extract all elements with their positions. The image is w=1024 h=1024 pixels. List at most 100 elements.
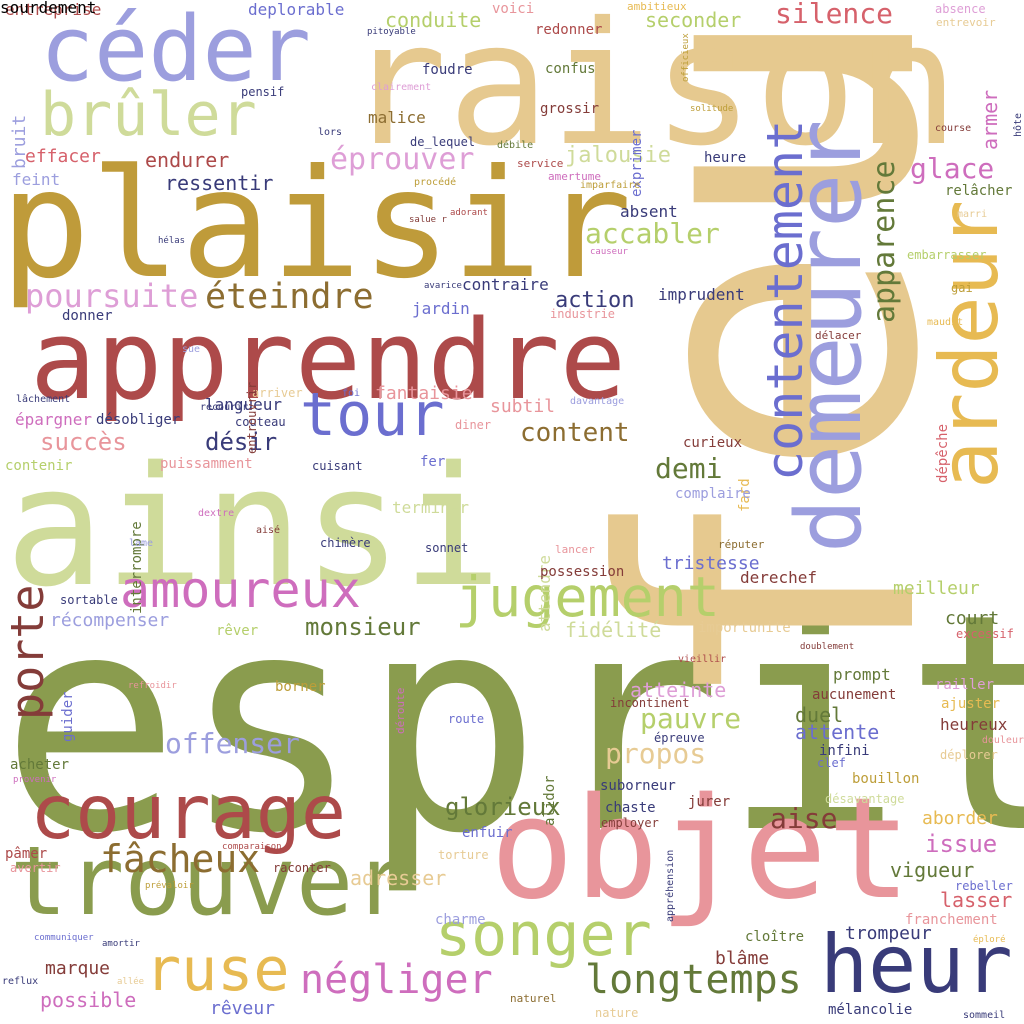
word-fidelite: fidélité bbox=[565, 618, 662, 642]
word-relacher: relâcher bbox=[945, 183, 1013, 199]
word-melancolie: mélancolie bbox=[828, 1002, 913, 1018]
word-poursuite: poursuite bbox=[25, 277, 199, 315]
word-marque: marque bbox=[45, 958, 111, 979]
word-adresser: adresser bbox=[350, 866, 447, 890]
word-entrevoir: entrevoir bbox=[936, 16, 996, 29]
word-clairement: clairement bbox=[371, 82, 432, 93]
word-cuisant: cuisant bbox=[312, 459, 363, 473]
word-charme: charme bbox=[435, 912, 486, 928]
word-content: content bbox=[520, 418, 630, 448]
word-trompeur: trompeur bbox=[845, 923, 932, 944]
word-sonnet: sonnet bbox=[425, 541, 469, 555]
word-embarrasser: embarrasser bbox=[907, 248, 987, 262]
word-lachement: lâchement bbox=[16, 394, 71, 405]
word-lors: lors bbox=[318, 127, 343, 138]
word-vieillir: vieillir bbox=[678, 654, 727, 665]
word-pensif: pensif bbox=[241, 85, 285, 99]
word-eteindre: éteindre bbox=[205, 277, 374, 317]
word-route: route bbox=[448, 712, 485, 726]
word-sue: sue bbox=[182, 344, 201, 355]
word-lasser: lasser bbox=[940, 888, 1013, 912]
word-meilleur: meilleur bbox=[893, 578, 980, 599]
word-cloitre: cloître bbox=[745, 929, 805, 945]
word-bouillon: bouillon bbox=[852, 771, 920, 787]
word-importunite: importunité bbox=[698, 620, 791, 636]
word-delacer: délacer bbox=[815, 329, 862, 342]
word-trouver: trouver bbox=[10, 827, 411, 937]
word-endurer: endurer bbox=[145, 148, 230, 172]
word-contentement: contentement bbox=[756, 120, 814, 482]
word-procede: procédé bbox=[414, 177, 457, 188]
word-saluer: salue r bbox=[409, 215, 447, 225]
word-confus: confus bbox=[545, 61, 596, 77]
word-succes: succès bbox=[40, 428, 127, 456]
word-demi: demi bbox=[655, 452, 723, 485]
word-clef: clef bbox=[817, 756, 846, 770]
word-alidor: alidor bbox=[542, 775, 558, 826]
word-allee: allée bbox=[117, 977, 145, 987]
word-tristesse: tristesse bbox=[662, 553, 760, 574]
word-heur: heur bbox=[820, 918, 1013, 1011]
word-monsieur: monsieur bbox=[305, 613, 421, 641]
word-foi: foi bbox=[342, 388, 361, 399]
word-franchement: franchement bbox=[905, 912, 998, 928]
word-ambitieux: ambitieux bbox=[627, 0, 687, 13]
word-de-lequel: de_lequel bbox=[410, 135, 476, 149]
word-ressentir: ressentir bbox=[165, 171, 274, 195]
word-epargner: épargner bbox=[15, 410, 93, 429]
word-douleur: douleur bbox=[981, 735, 1024, 746]
word-eprouver: éprouver bbox=[330, 142, 475, 177]
word-industrie: industrie bbox=[550, 307, 616, 321]
word-bruler: brûler bbox=[40, 80, 257, 150]
word-apparence: apparence bbox=[867, 160, 902, 323]
word-plaisir: plaisir bbox=[0, 138, 633, 312]
word-course: course bbox=[935, 123, 972, 134]
word-derechef: derechef bbox=[740, 568, 818, 587]
word-ceder: céder bbox=[40, 0, 311, 102]
word-helas: hélas bbox=[158, 236, 186, 246]
word-reputer: réputer bbox=[718, 538, 765, 551]
word-glace: glace bbox=[910, 152, 995, 185]
word-refroidir: refroidir bbox=[128, 681, 177, 691]
word-atteinte: atteinte bbox=[630, 678, 727, 702]
word-maudit: maudit bbox=[927, 317, 964, 328]
word-foudre: foudre bbox=[422, 62, 473, 78]
word-issue: issue bbox=[925, 830, 998, 858]
word-jugement: jugement bbox=[455, 565, 720, 629]
word-facheux: fâcheux bbox=[100, 837, 261, 881]
word-adorant: adorant bbox=[450, 208, 488, 218]
word-jalousie: jalousie bbox=[565, 143, 671, 168]
word-davantage: davantage bbox=[570, 396, 625, 407]
word-esprit: esprit bbox=[0, 550, 1024, 899]
word-railler: railler bbox=[935, 677, 995, 693]
word-borner: borner bbox=[275, 679, 326, 695]
word-action: action bbox=[555, 288, 635, 313]
word-subtil: subtil bbox=[490, 396, 556, 417]
word-contenir: contenir bbox=[5, 458, 73, 474]
word-suborneur: suborneur bbox=[600, 778, 676, 794]
word-duel: duel bbox=[795, 703, 844, 727]
word-absent: absent bbox=[620, 202, 678, 221]
word-dextre: dextre bbox=[198, 508, 235, 519]
word-comparaison: comparaison bbox=[222, 842, 282, 852]
word-fantaisie: fantaisie bbox=[375, 383, 473, 404]
word-naturel: naturel bbox=[510, 992, 557, 1005]
word-aise-small: aisé bbox=[256, 525, 281, 536]
word-eplore: éploré bbox=[973, 935, 1006, 945]
word-amoureux: amoureux bbox=[120, 561, 361, 619]
word-armer: armer bbox=[978, 90, 1002, 151]
word-desir: désir bbox=[205, 428, 278, 456]
word-avertir: avertir bbox=[10, 861, 61, 875]
word-reflux: reflux bbox=[2, 976, 39, 987]
word-prompt: prompt bbox=[833, 665, 891, 684]
word-bruit: bruit bbox=[9, 115, 30, 170]
word-glorieux: glorieux bbox=[445, 793, 561, 821]
word-entrouvrir: entrouvrir bbox=[245, 382, 259, 455]
word-service: service bbox=[517, 157, 564, 170]
word-rebeller: rebeller bbox=[955, 879, 1013, 893]
word-debile: débile bbox=[497, 140, 534, 151]
word-enfuir: enfuir bbox=[462, 825, 513, 841]
word-doublement: doublement bbox=[800, 642, 855, 652]
word-recompenser: récompenser bbox=[50, 610, 170, 631]
word-redonner: redonner bbox=[535, 22, 603, 38]
